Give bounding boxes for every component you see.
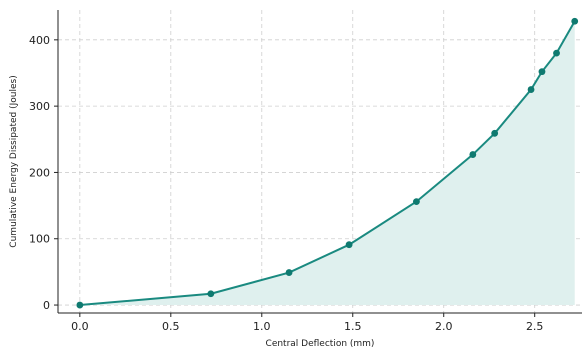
y-tick-label-3: 300 (29, 100, 50, 113)
data-point-0 (76, 301, 84, 309)
x-axis-title: Central Deflection (mm) (266, 339, 375, 349)
x-tick-label-5: 2.5 (526, 320, 544, 333)
y-tick-label-0: 0 (43, 299, 50, 312)
x-tick-label-4: 2.0 (435, 320, 453, 333)
y-tick-label-1: 100 (29, 233, 50, 246)
data-point-1 (207, 290, 215, 298)
data-point-2 (285, 269, 293, 276)
data-point-8 (538, 68, 546, 76)
y-tick-label-4: 400 (29, 34, 50, 47)
x-tick-label-0: 0.0 (71, 320, 89, 333)
data-points (76, 17, 579, 309)
x-tick-label-3: 1.5 (344, 320, 362, 333)
y-tick-label-2: 200 (29, 166, 50, 179)
x-axis-ticks: 0.0 0.5 1.0 1.5 2.0 2.5 (71, 313, 543, 333)
area-fill (79, 21, 575, 306)
data-point-7 (527, 86, 535, 93)
data-point-4 (413, 198, 420, 206)
y-axis-ticks: 0 100 200 300 400 (29, 34, 58, 312)
data-point-3 (345, 241, 353, 249)
data-point-10 (571, 17, 579, 25)
data-point-9 (553, 49, 560, 57)
y-axis-title: Cumulative Energy Dissipated (Joules) (9, 75, 19, 247)
data-point-5 (469, 151, 477, 158)
data-point-6 (491, 129, 499, 137)
x-tick-label-2: 1.0 (253, 320, 271, 333)
x-tick-label-1: 0.5 (162, 320, 180, 333)
